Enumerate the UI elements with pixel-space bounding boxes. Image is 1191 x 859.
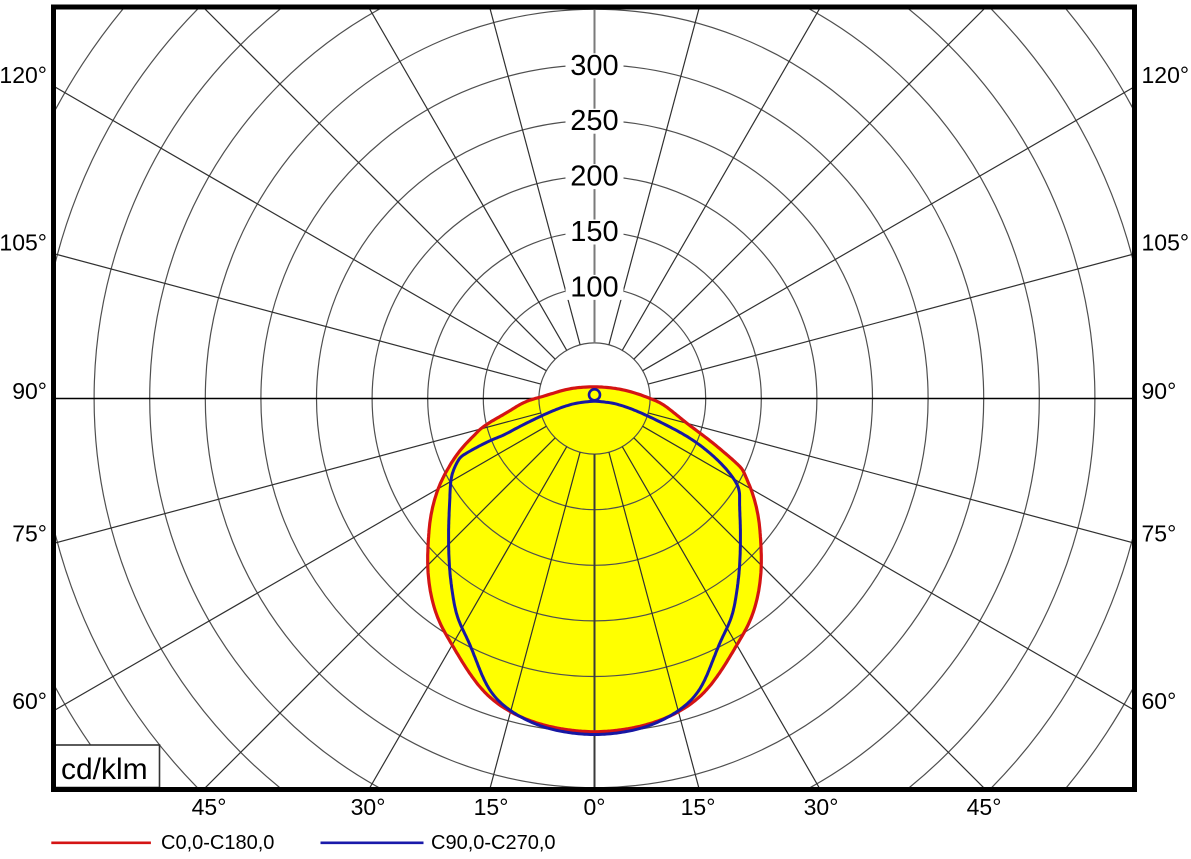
svg-text:100: 100 [570, 271, 618, 303]
svg-text:75°: 75° [1142, 521, 1177, 547]
svg-text:30°: 30° [351, 794, 386, 820]
svg-text:C0,0-C180,0: C0,0-C180,0 [161, 832, 274, 854]
svg-text:0°: 0° [584, 794, 606, 820]
svg-text:105°: 105° [1142, 230, 1190, 256]
svg-text:250: 250 [570, 105, 618, 137]
svg-text:45°: 45° [192, 794, 227, 820]
svg-text:60°: 60° [1142, 688, 1177, 714]
svg-text:120°: 120° [1142, 62, 1190, 88]
svg-text:200: 200 [570, 161, 618, 193]
svg-text:120°: 120° [0, 62, 47, 88]
svg-text:90°: 90° [1142, 378, 1177, 404]
svg-text:75°: 75° [12, 521, 47, 547]
svg-text:60°: 60° [12, 688, 47, 714]
svg-text:C90,0-C270,0: C90,0-C270,0 [431, 832, 556, 854]
svg-text:105°: 105° [0, 230, 47, 256]
svg-text:cd/klm: cd/klm [61, 753, 148, 786]
svg-text:15°: 15° [681, 794, 716, 820]
svg-text:90°: 90° [12, 378, 47, 404]
svg-text:300: 300 [570, 50, 618, 82]
svg-text:45°: 45° [967, 794, 1002, 820]
svg-text:30°: 30° [804, 794, 839, 820]
svg-text:15°: 15° [474, 794, 509, 820]
svg-text:150: 150 [570, 216, 618, 248]
